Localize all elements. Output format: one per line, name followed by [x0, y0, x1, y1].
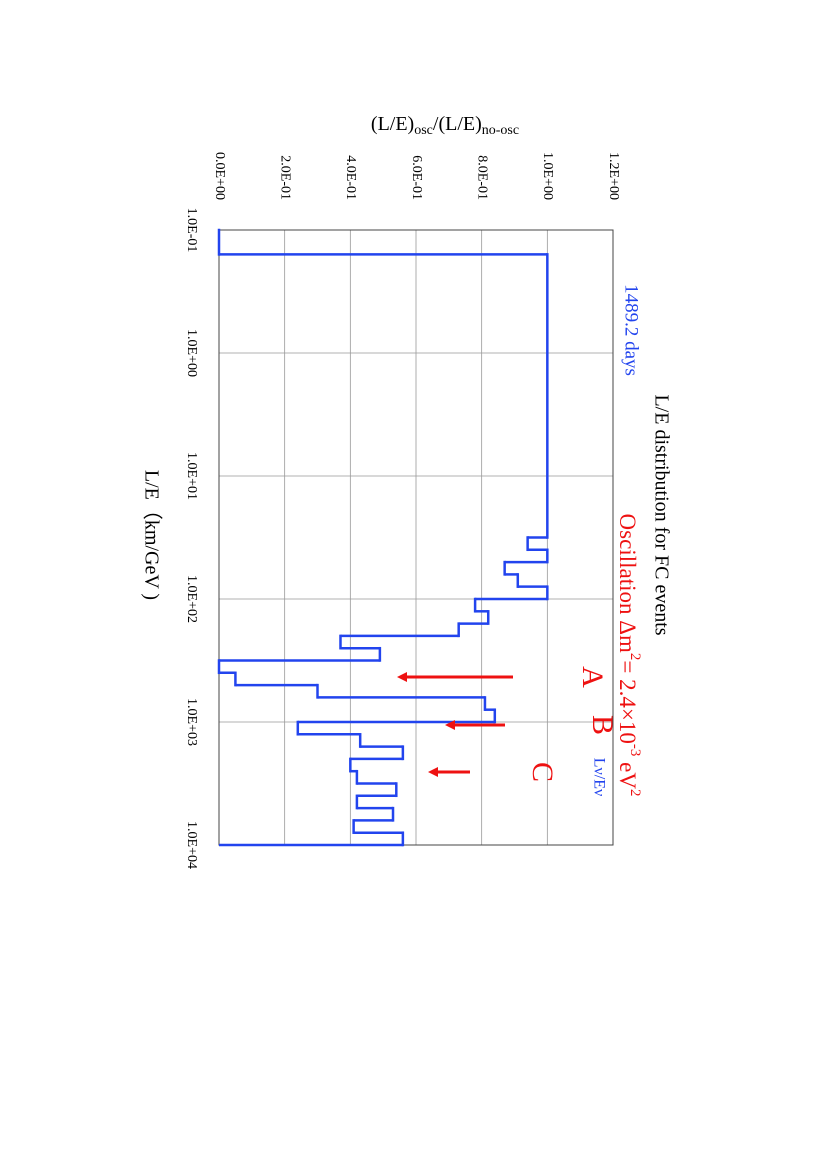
arrow-head	[445, 720, 455, 730]
x-tick-label: 1.0E+02	[184, 575, 199, 623]
x-tick-label: 1.0E+01	[184, 452, 199, 500]
annotation: Oscillation Δm2= 2.4×10-3 eV2	[615, 514, 643, 797]
marker-label: A	[576, 666, 609, 688]
x-tick-label: 1.0E+04	[184, 821, 199, 869]
x-tick-label: 1.0E-01	[184, 208, 199, 253]
annotation-part: = 2.4×10	[615, 660, 640, 743]
y-axis-label-part: /(L/E)	[433, 113, 482, 135]
marker-label: C	[526, 762, 559, 782]
y-tick-label: 2.0E-01	[277, 155, 292, 200]
chart-title: L/E distribution for FC events	[650, 394, 672, 635]
y-tick-label: 4.0E-01	[343, 155, 358, 200]
annotation-part: Oscillation Δm	[615, 514, 640, 653]
annotation-part: 2	[627, 653, 643, 661]
y-tick-label: 8.0E-01	[474, 155, 489, 200]
y-axis-label-part: no-osc	[482, 123, 519, 138]
y-tick-label: 1.0E+00	[540, 152, 555, 200]
subtitle: 1489.2 days	[621, 284, 642, 376]
rotated-chart: L/E distribution for FC events 1489.2 da…	[140, 113, 672, 869]
x-tick-label: 1.0E+00	[184, 329, 199, 377]
y-axis-label-part: (L/E)	[371, 113, 414, 135]
y-axis-label: (L/E)osc/(L/E)no-osc	[371, 113, 519, 139]
arrow-head	[397, 672, 407, 682]
x-axis-label: L/E（km/GeV )	[140, 470, 163, 600]
series-label: Lν/Eν	[590, 758, 607, 796]
y-tick-label: 6.0E-01	[409, 155, 424, 200]
annotation-part: -3	[627, 744, 643, 757]
arrow-head	[428, 767, 438, 777]
y-tick-label: 0.0E+00	[212, 152, 227, 200]
annotation-part: 2	[627, 789, 643, 797]
x-tick-label: 1.0E+03	[184, 698, 199, 746]
y-tick-label: 1.2E+00	[606, 152, 621, 200]
marker-label: B	[586, 715, 619, 735]
plot-frame	[218, 229, 614, 846]
annotation-part: eV	[615, 756, 640, 789]
y-axis-label-part: osc	[414, 123, 433, 138]
